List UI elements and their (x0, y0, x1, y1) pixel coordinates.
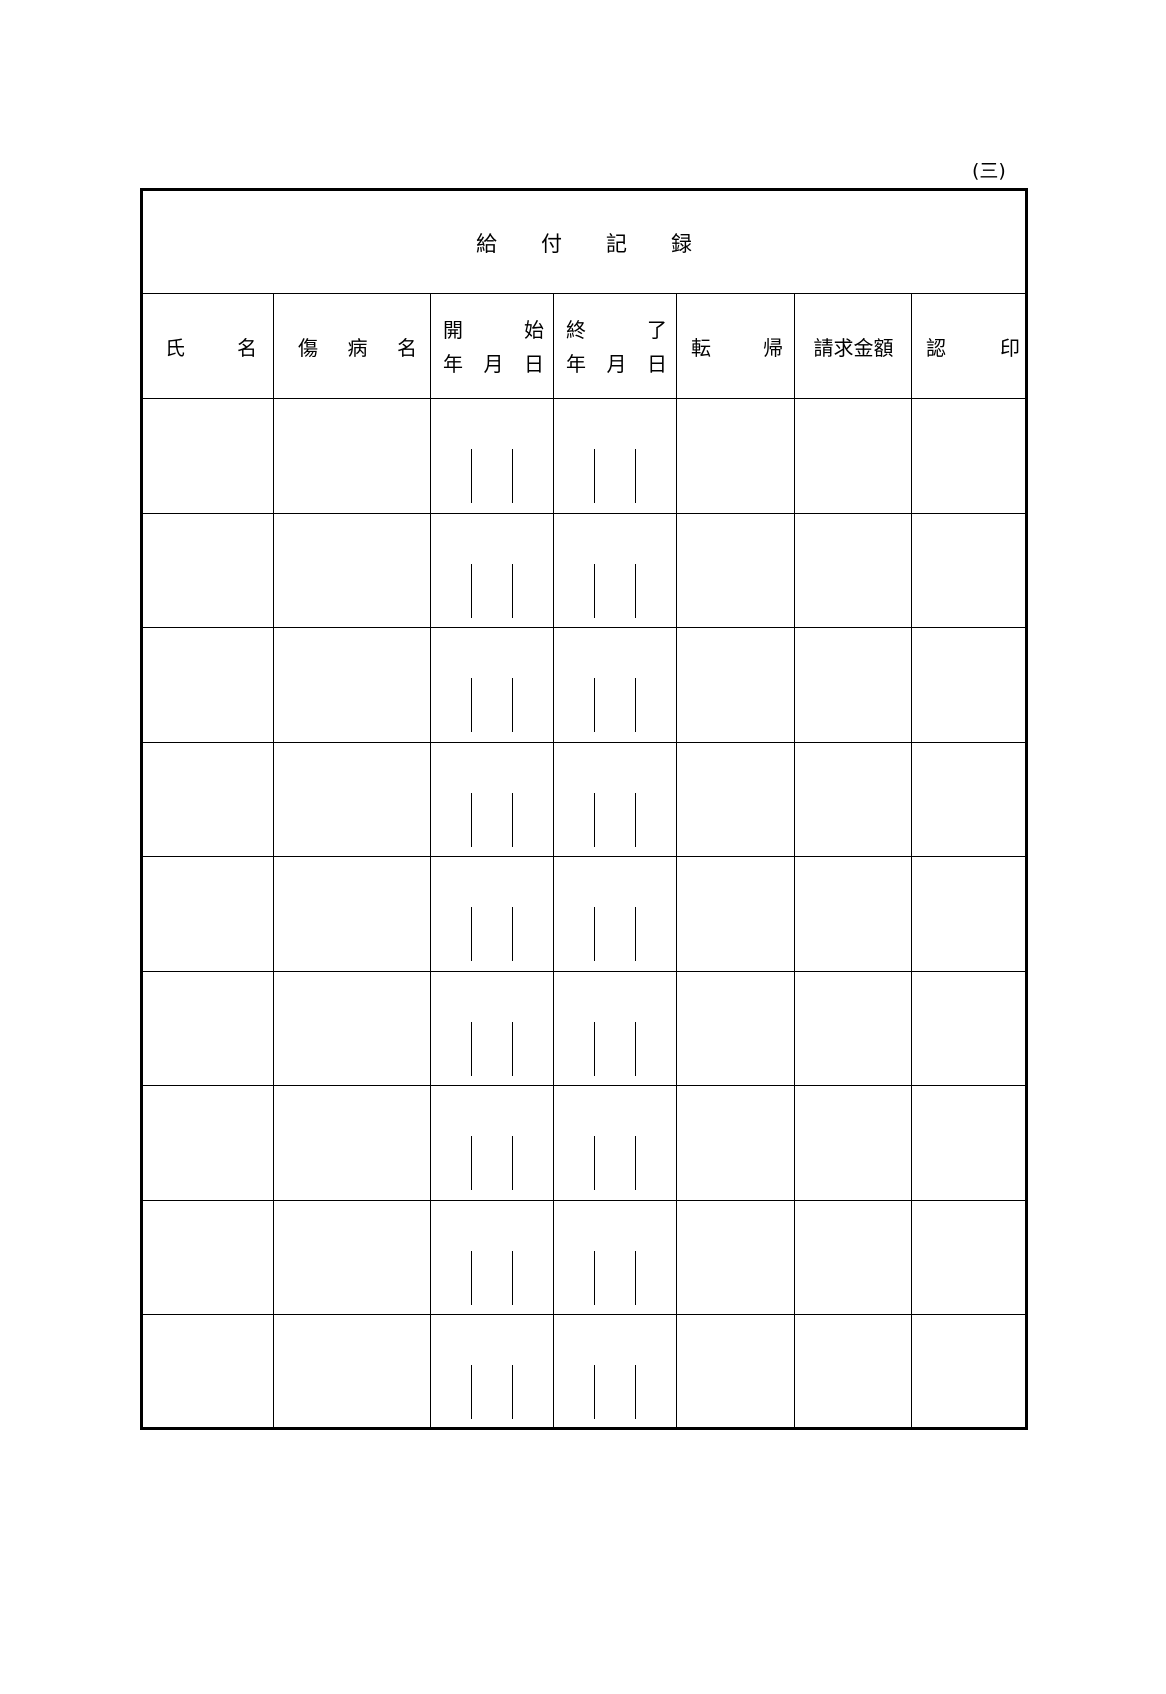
date-separator-tick (471, 1136, 472, 1190)
header-start-date: 開始 年月日 (443, 317, 544, 376)
row-divider (143, 1314, 1025, 1315)
date-separator-tick (471, 1365, 472, 1419)
date-separator-tick (471, 1251, 472, 1305)
row-divider (143, 856, 1025, 857)
header-name: 氏名 (165, 336, 257, 360)
date-separator-tick (635, 1365, 636, 1419)
date-separator-tick (512, 907, 513, 961)
date-separator-tick (512, 1136, 513, 1190)
date-separator-tick (512, 1251, 513, 1305)
column-divider (794, 294, 795, 1427)
benefit-record-table: 給 付 記 録 氏名 傷病名 開始 年月日 終了 年月日 転帰 請求金額 認印 (140, 188, 1028, 1430)
date-separator-tick (635, 1136, 636, 1190)
date-separator-tick (471, 907, 472, 961)
date-separator-tick (594, 793, 595, 847)
row-divider (143, 971, 1025, 972)
date-separator-tick (594, 564, 595, 618)
date-separator-tick (594, 1365, 595, 1419)
title-char: 記 (606, 231, 627, 256)
date-separator-tick (512, 1365, 513, 1419)
date-separator-tick (594, 449, 595, 503)
date-separator-tick (635, 678, 636, 732)
date-separator-tick (471, 449, 472, 503)
date-separator-tick (635, 907, 636, 961)
row-divider (143, 513, 1025, 514)
header-illness: 傷病名 (298, 336, 417, 360)
header-outcome: 転帰 (691, 336, 783, 360)
date-separator-tick (512, 793, 513, 847)
header-divider (143, 398, 1025, 399)
date-separator-tick (594, 1022, 595, 1076)
title-char: 給 (476, 231, 497, 256)
date-separator-tick (635, 793, 636, 847)
date-separator-tick (594, 1251, 595, 1305)
title-divider (143, 293, 1025, 294)
row-divider (143, 627, 1025, 628)
date-separator-tick (594, 1136, 595, 1190)
date-separator-tick (512, 449, 513, 503)
date-separator-tick (471, 1022, 472, 1076)
date-separator-tick (512, 564, 513, 618)
table-title: 給 付 記 録 (143, 191, 1025, 294)
date-separator-tick (635, 1022, 636, 1076)
page-number: (三) (972, 160, 1006, 182)
date-separator-tick (512, 678, 513, 732)
date-separator-tick (471, 678, 472, 732)
date-separator-tick (635, 564, 636, 618)
date-separator-tick (471, 564, 472, 618)
header-seal: 認印 (926, 336, 1020, 360)
column-divider (273, 294, 274, 1427)
row-divider (143, 742, 1025, 743)
row-divider (143, 1085, 1025, 1086)
row-divider (143, 1200, 1025, 1201)
column-divider (430, 294, 431, 1427)
title-char: 付 (541, 231, 562, 256)
date-separator-tick (512, 1022, 513, 1076)
column-divider (676, 294, 677, 1427)
column-divider (553, 294, 554, 1427)
date-separator-tick (594, 907, 595, 961)
date-separator-tick (635, 1251, 636, 1305)
date-separator-tick (594, 678, 595, 732)
date-separator-tick (635, 449, 636, 503)
header-end-date: 終了 年月日 (566, 317, 667, 376)
header-amount: 請求金額 (813, 336, 894, 360)
title-char: 録 (671, 231, 692, 256)
date-separator-tick (471, 793, 472, 847)
column-divider (911, 294, 912, 1427)
